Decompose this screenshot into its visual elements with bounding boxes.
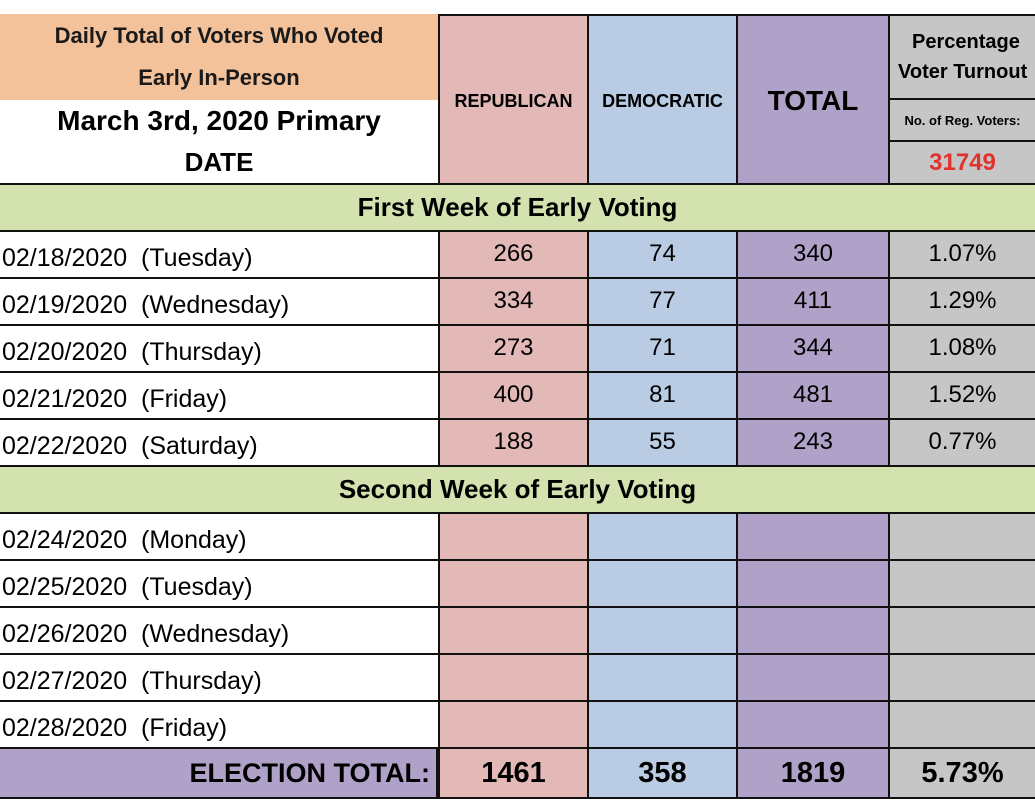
value-cell: [438, 608, 587, 655]
value-cell: [587, 561, 736, 608]
value-cell: [736, 702, 888, 749]
date-label: DATE: [0, 142, 438, 185]
value-cell: 0.77%: [888, 420, 1035, 467]
value-cell: 400: [438, 373, 587, 420]
value-cell: [736, 561, 888, 608]
value-cell: 1.07%: [888, 232, 1035, 279]
value-cell: 1.08%: [888, 326, 1035, 373]
value-cell: 273: [438, 326, 587, 373]
total-cell: 1461: [438, 749, 587, 799]
value-cell: 266: [438, 232, 587, 279]
total-cell: 5.73%: [888, 749, 1035, 799]
value-cell: 1.29%: [888, 279, 1035, 326]
reg-voters-label: No. of Reg. Voters:: [888, 100, 1035, 142]
reg-voters: 31749: [888, 142, 1035, 185]
value-cell: 340: [736, 232, 888, 279]
value-cell: 81: [587, 373, 736, 420]
date-cell: 02/26/2020 (Wednesday): [0, 608, 438, 655]
value-cell: 71: [587, 326, 736, 373]
value-cell: 188: [438, 420, 587, 467]
turnout-title-line: Percentage: [912, 31, 1020, 53]
value-cell: 481: [736, 373, 888, 420]
date-cell: 02/20/2020 (Thursday): [0, 326, 438, 373]
value-cell: 55: [587, 420, 736, 467]
value-cell: [587, 702, 736, 749]
column-header: DEMOCRATIC: [587, 14, 736, 185]
date-cell: 02/19/2020 (Wednesday): [0, 279, 438, 326]
section-title: Second Week of Early Voting: [0, 467, 1035, 514]
value-cell: 411: [736, 279, 888, 326]
value-cell: [888, 608, 1035, 655]
section-title: First Week of Early Voting: [0, 185, 1035, 232]
value-cell: [438, 561, 587, 608]
turnout-title-line: Voter Turnout: [898, 61, 1028, 83]
election-name: March 3rd, 2020 Primary: [0, 100, 438, 142]
value-cell: [587, 514, 736, 561]
date-cell: 02/21/2020 (Friday): [0, 373, 438, 420]
value-cell: 77: [587, 279, 736, 326]
date-cell: 02/22/2020 (Saturday): [0, 420, 438, 467]
total-cell: 358: [587, 749, 736, 799]
value-cell: [438, 702, 587, 749]
date-cell: 02/25/2020 (Tuesday): [0, 561, 438, 608]
value-cell: [587, 608, 736, 655]
value-cell: [736, 608, 888, 655]
total-label: ELECTION TOTAL:: [0, 749, 438, 799]
value-cell: [736, 514, 888, 561]
column-header: TOTAL: [736, 14, 888, 185]
value-cell: [888, 514, 1035, 561]
value-cell: [736, 655, 888, 702]
value-cell: [438, 514, 587, 561]
turnout-title: Percentage Voter Turnout: [888, 14, 1035, 100]
value-cell: 74: [587, 232, 736, 279]
date-cell: 02/18/2020 (Tuesday): [0, 232, 438, 279]
value-cell: 243: [736, 420, 888, 467]
value-cell: [438, 655, 587, 702]
date-cell: 02/27/2020 (Thursday): [0, 655, 438, 702]
value-cell: [888, 561, 1035, 608]
value-cell: [888, 702, 1035, 749]
value-cell: 1.52%: [888, 373, 1035, 420]
total-cell: 1819: [736, 749, 888, 799]
value-cell: [587, 655, 736, 702]
value-cell: 334: [438, 279, 587, 326]
date-cell: 02/28/2020 (Friday): [0, 702, 438, 749]
date-cell: 02/24/2020 (Monday): [0, 514, 438, 561]
value-cell: [888, 655, 1035, 702]
column-header: REPUBLICAN: [438, 14, 587, 185]
value-cell: 344: [736, 326, 888, 373]
header-title: Daily Total of Voters Who Voted Early In…: [0, 14, 438, 100]
